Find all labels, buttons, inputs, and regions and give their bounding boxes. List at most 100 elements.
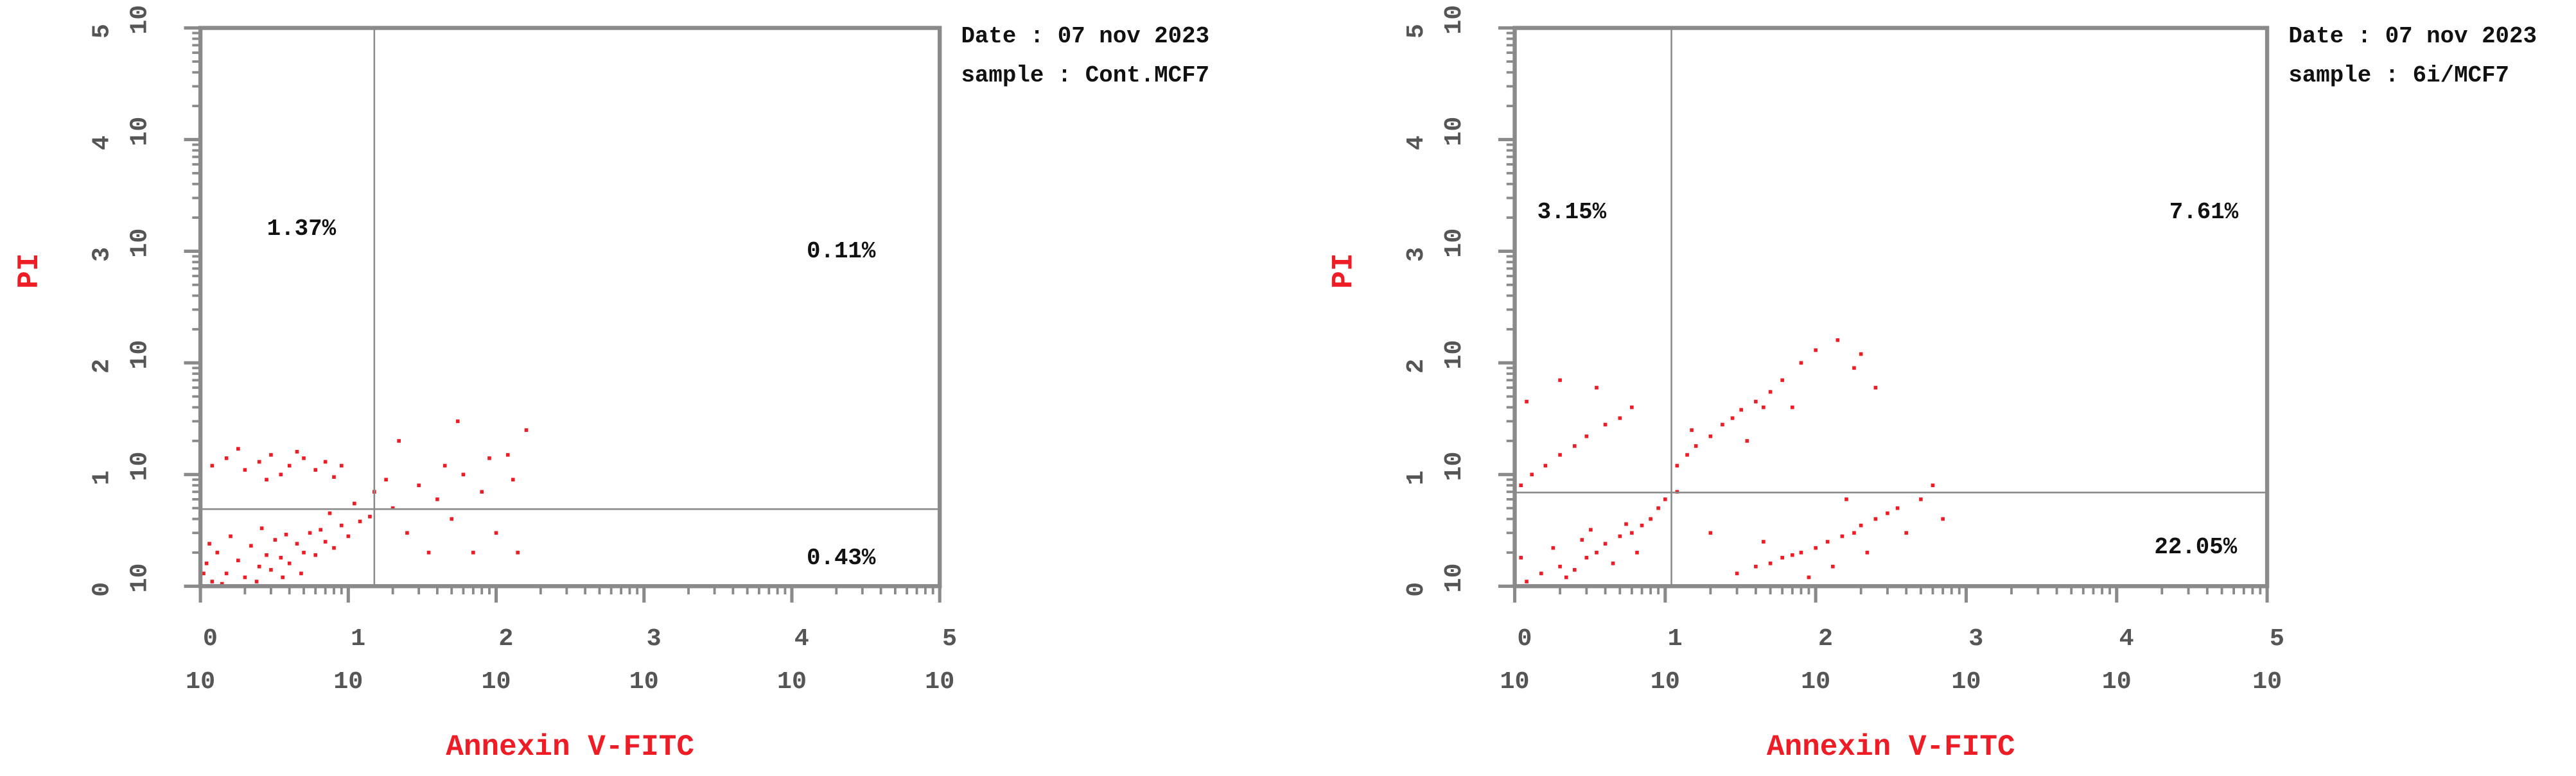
x-tick-base: 10 xyxy=(925,668,954,696)
quadrant-percentage: 3.15% xyxy=(1538,199,1607,225)
data-point xyxy=(210,580,215,583)
data-point xyxy=(1895,506,1900,510)
data-point xyxy=(524,428,529,432)
data-point xyxy=(210,463,215,468)
data-point xyxy=(287,463,292,468)
data-point xyxy=(1525,399,1529,404)
plot-frame xyxy=(1512,26,2270,589)
data-point xyxy=(259,526,264,530)
data-point xyxy=(299,571,303,576)
data-point xyxy=(273,538,277,542)
data-point xyxy=(207,542,211,546)
sample-info: sample : 6i/MCF7 xyxy=(2288,62,2509,89)
data-point xyxy=(505,453,510,457)
data-point xyxy=(442,463,447,468)
plot-frame xyxy=(198,26,942,589)
data-point xyxy=(1635,551,1639,555)
data-point xyxy=(265,553,268,557)
data-point xyxy=(1814,348,1818,352)
data-point xyxy=(1859,523,1863,528)
data-point xyxy=(1624,522,1628,526)
data-point xyxy=(339,523,344,528)
y-tick-base: 10 xyxy=(126,563,154,592)
x-axis-title: Annexin V-FITC xyxy=(446,730,694,764)
data-point xyxy=(1539,571,1543,576)
data-point xyxy=(1603,422,1608,427)
x-axis-title: Annexin V-FITC xyxy=(1767,730,2015,764)
y-tick-base: 10 xyxy=(1440,451,1468,481)
data-point xyxy=(1663,497,1667,501)
data-point xyxy=(279,556,283,560)
y-tick-exponent: 1 xyxy=(1402,470,1430,485)
x-tick-base: 10 xyxy=(482,668,511,696)
data-point xyxy=(1519,556,1523,560)
data-point xyxy=(1525,580,1529,583)
quadrant-percentage: 0.43% xyxy=(807,545,876,571)
data-point xyxy=(390,506,395,510)
x-tick-exponent: 1 xyxy=(1668,625,1683,653)
data-point xyxy=(281,575,285,580)
data-point xyxy=(1543,463,1548,468)
y-tick-exponent: 0 xyxy=(1402,582,1430,597)
data-point xyxy=(1630,531,1634,535)
data-point xyxy=(236,558,240,562)
x-tick-base: 10 xyxy=(1500,668,1529,696)
data-point xyxy=(243,468,247,472)
sample-info: Date : 07 nov 2023 xyxy=(2288,23,2537,49)
data-point xyxy=(1768,390,1773,394)
y-tick-base: 10 xyxy=(126,228,154,258)
data-point xyxy=(1675,463,1679,468)
data-point xyxy=(1690,428,1694,432)
data-point xyxy=(1558,564,1562,569)
data-point xyxy=(313,553,318,557)
data-point xyxy=(1735,571,1739,576)
data-point xyxy=(257,564,261,569)
data-point xyxy=(1931,483,1935,487)
data-point xyxy=(1807,575,1811,580)
data-point xyxy=(265,478,268,482)
x-tick-exponent: 3 xyxy=(647,625,662,653)
data-point xyxy=(1584,434,1589,438)
data-point xyxy=(1814,546,1818,550)
data-point xyxy=(516,551,520,555)
data-point xyxy=(1580,538,1584,542)
data-point xyxy=(1886,511,1889,515)
data-point xyxy=(397,439,401,443)
data-point xyxy=(1589,528,1593,532)
data-point xyxy=(308,531,312,535)
data-point xyxy=(313,468,318,472)
data-point xyxy=(1519,483,1523,487)
x-tick-exponent: 3 xyxy=(1968,625,1983,653)
data-point xyxy=(204,561,209,565)
data-point xyxy=(1754,564,1758,569)
data-point xyxy=(1852,531,1856,535)
sample-info: Date : 07 nov 2023 xyxy=(961,23,1209,49)
y-tick-exponent: 3 xyxy=(1402,247,1430,262)
data-point xyxy=(346,534,351,539)
data-point xyxy=(249,544,253,548)
data-point xyxy=(254,580,259,583)
quadrant-percentage: 1.37% xyxy=(267,216,337,242)
data-point xyxy=(1844,497,1848,501)
data-point xyxy=(295,449,299,454)
y-tick-base: 10 xyxy=(1440,5,1468,35)
data-point xyxy=(455,419,460,424)
data-point xyxy=(1762,405,1766,410)
y-tick-base: 10 xyxy=(1440,228,1468,258)
data-point xyxy=(405,531,409,535)
data-point xyxy=(1721,422,1724,427)
y-tick-base: 10 xyxy=(126,451,154,481)
data-point xyxy=(332,475,336,479)
x-tick-base: 10 xyxy=(1801,668,1830,696)
data-point xyxy=(279,472,283,477)
y-tick-base: 10 xyxy=(126,340,154,370)
data-point xyxy=(494,531,498,535)
data-point xyxy=(302,456,306,460)
y-axis-title: PI xyxy=(13,253,46,288)
data-point xyxy=(1630,405,1634,410)
data-point xyxy=(323,460,328,464)
data-point xyxy=(1564,575,1568,580)
x-tick-exponent: 4 xyxy=(794,625,809,653)
data-point xyxy=(1558,453,1562,457)
